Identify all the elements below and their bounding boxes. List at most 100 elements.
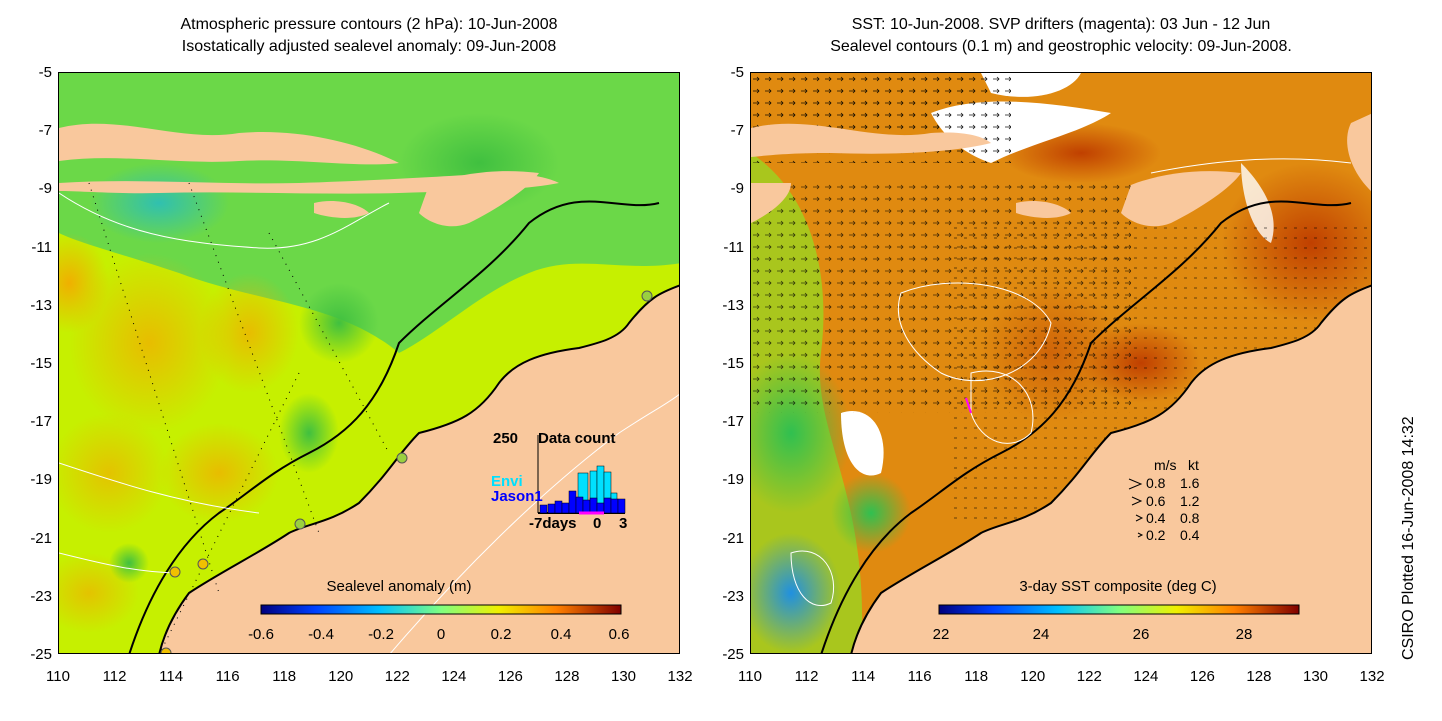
sla-cyan-blob — [89, 163, 229, 243]
lon-tick-label: 112 — [794, 668, 819, 685]
right-title-line1: SST: 10-Jun-2008. SVP drifters (magenta)… — [851, 16, 1271, 33]
coastline — [850, 284, 1371, 653]
lon-tick-label: 120 — [328, 668, 354, 685]
sst-tick-22: 22 — [933, 626, 950, 643]
lat-tick-label: -15 — [722, 355, 744, 372]
right-title-line2: Sealevel contours (0.1 m) and geostrophi… — [830, 38, 1292, 55]
lat-tick-label: -25 — [722, 646, 744, 663]
sst-colorbar: 3-day SST composite (deg C) 22 24 26 28 — [933, 578, 1300, 643]
lat-tick-label: -15 — [30, 355, 52, 372]
lon-tick-label: 110 — [738, 668, 762, 685]
sst-tick-26: 26 — [1133, 626, 1150, 643]
java-islands — [59, 123, 399, 165]
lon-tick-label: 124 — [441, 668, 467, 685]
sla-tick-0: -0.6 — [248, 626, 274, 643]
lat-tick-label: -7 — [38, 122, 52, 140]
sst-map: m/s kt 0.8 1.6 0.6 1.2 0.4 0.8 0.2 0.4 — [750, 72, 1372, 654]
pressure-contour — [59, 192, 390, 249]
jason1-bar — [568, 490, 577, 514]
jason1-bar — [617, 498, 626, 514]
lat-tick-label: -5 — [730, 64, 744, 81]
lat-tick-label: -25 — [30, 646, 52, 663]
lon-tick-label: 116 — [215, 668, 240, 685]
sla-colorbar: Sealevel anomaly (m) -0.6 -0.4 -0.2 0 0.… — [248, 578, 629, 643]
legend-row-3: 0.2 0.4 — [1137, 527, 1200, 543]
shelf-isobath — [128, 200, 660, 653]
sealevel-anomaly-map: 250 Data count Envi Jason1 -7days 0 3 Se… — [58, 72, 680, 654]
sla-tick-2: -0.2 — [368, 626, 394, 643]
legend-row-0: 0.8 1.6 — [1128, 475, 1200, 491]
legend-header-ms: m/s — [1154, 457, 1177, 473]
lon-tick-label: 122 — [1076, 668, 1102, 685]
left-title-line1: Atmospheric pressure contours (2 hPa): 1… — [180, 16, 558, 33]
lon-tick-label: 126 — [497, 668, 523, 685]
lon-tick-label: 132 — [667, 668, 693, 685]
jason1-bar — [589, 497, 598, 514]
svp-drifter-track — [965, 397, 972, 414]
lon-tick-label: 126 — [1189, 668, 1215, 685]
lat-tick-label: -19 — [722, 471, 744, 489]
lon-tick-label: 118 — [272, 668, 297, 685]
legend-kt-0: 1.6 — [1180, 475, 1200, 491]
legend-jason1: Jason1 — [491, 488, 543, 505]
lon-tick-label: 110 — [46, 668, 70, 685]
lon-tick-label: 128 — [1246, 668, 1272, 685]
sla-tick-4: 0.2 — [491, 626, 512, 643]
coastline — [158, 284, 679, 653]
sla-tick-5: 0.4 — [551, 626, 572, 643]
sla-tick-3: 0 — [437, 626, 445, 643]
sst-map-svg: m/s kt 0.8 1.6 0.6 1.2 0.4 0.8 0.2 0.4 — [751, 73, 1371, 653]
lat-tick-label: -11 — [723, 238, 744, 256]
lat-tick-label: -7 — [730, 122, 744, 140]
lat-tick-label: -23 — [722, 587, 744, 605]
lon-tick-label: 118 — [964, 668, 989, 685]
legend-kt-1: 1.2 — [1180, 493, 1200, 509]
jason1-bar — [554, 500, 563, 514]
right-map-title: SST: 10-Jun-2008. SVP drifters (magenta)… — [750, 14, 1372, 58]
lat-tick-label: -23 — [30, 587, 52, 605]
left-title-line2: Isostatically adjusted sealevel anomaly:… — [181, 38, 557, 55]
inset-xtick-start: -7days — [529, 515, 577, 532]
lon-tick-label: 114 — [851, 668, 876, 685]
lat-tick-label: -17 — [30, 413, 52, 431]
sumba-island — [314, 201, 369, 218]
jason1-bar — [547, 503, 556, 514]
lat-tick-label: -21 — [30, 529, 52, 547]
lat-tick-label: -13 — [30, 296, 52, 314]
jason1-bar — [539, 504, 548, 514]
inset-xtick-zero: 0 — [593, 515, 601, 532]
lon-tick-label: 120 — [1020, 668, 1046, 685]
lat-tick-label: -5 — [38, 64, 52, 81]
left-map-title: Atmospheric pressure contours (2 hPa): 1… — [58, 14, 680, 58]
legend-kt-2: 0.8 — [1180, 510, 1200, 526]
legend-header-kt: kt — [1188, 457, 1199, 473]
jason1-bar — [610, 498, 619, 514]
lon-tick-label: 114 — [159, 668, 184, 685]
velocity-legend: m/s kt 0.8 1.6 0.6 1.2 0.4 0.8 0.2 0.4 — [1128, 457, 1200, 543]
inset-xtick-end: 3 — [619, 515, 627, 532]
legend-ms-0: 0.8 — [1146, 475, 1166, 491]
lon-tick-label: 132 — [1359, 668, 1385, 685]
lon-tick-label: 116 — [907, 668, 932, 685]
sealevel-contour — [897, 282, 1052, 382]
jason1-bar — [561, 502, 570, 514]
java-islands — [751, 123, 991, 157]
lat-tick-label: -9 — [38, 180, 52, 198]
data-count-inset: 250 Data count Envi Jason1 -7days 0 3 — [491, 430, 627, 532]
timor-island — [1121, 171, 1241, 227]
lat-tick-label: -19 — [30, 471, 52, 489]
legend-ms-2: 0.4 — [1146, 510, 1166, 526]
sla-map-svg: 250 Data count Envi Jason1 -7days 0 3 Se… — [59, 73, 679, 653]
timor-island — [419, 171, 539, 227]
sst-colorbar-title: 3-day SST composite (deg C) — [1019, 578, 1216, 595]
sumba-island — [1016, 201, 1071, 218]
sst-tick-28: 28 — [1236, 626, 1253, 643]
inset-title: Data count — [538, 430, 616, 447]
lon-tick-label: 130 — [1302, 668, 1329, 685]
australia-landmass — [851, 285, 1371, 653]
jason1-bar — [575, 496, 584, 514]
lat-tick-label: -17 — [722, 413, 744, 431]
sla-tick-6: 0.6 — [609, 626, 630, 643]
sst-tick-24: 24 — [1033, 626, 1050, 643]
lat-tick-label: -13 — [722, 296, 744, 314]
